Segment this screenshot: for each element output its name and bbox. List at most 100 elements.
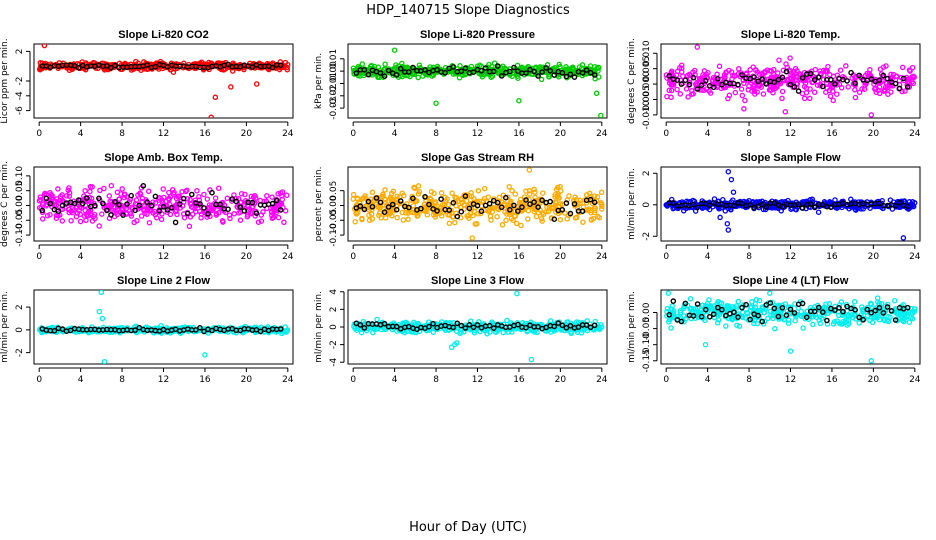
line1-point: [197, 324, 203, 331]
sample-point: [716, 311, 723, 318]
sample-point: [258, 218, 265, 224]
sample-point: [116, 196, 123, 202]
sample-point: [881, 317, 888, 324]
line1-point: [168, 204, 175, 211]
sample-point: [715, 204, 722, 211]
line1-point: [116, 201, 122, 208]
sample-point: [566, 193, 572, 199]
x-tick-label: 12: [785, 129, 796, 139]
line1-point: [486, 200, 493, 207]
sample-point: [226, 212, 233, 218]
y-tick-label: 0: [15, 327, 25, 333]
panel-title: Slope Li-820 CO2: [118, 29, 208, 41]
sample-point: [468, 190, 474, 196]
sample-point: [779, 95, 785, 102]
line1-point: [799, 75, 806, 81]
line1-point: [876, 200, 883, 207]
sample-point: [807, 86, 813, 92]
line1-point: [535, 73, 541, 79]
y-axis-label: degrees C per min.: [627, 38, 637, 124]
line1-point: [694, 86, 701, 92]
line1-point: [763, 204, 770, 210]
y-tick-label: 0.00: [329, 61, 339, 81]
sample-point: [674, 86, 680, 93]
x-tick-label: 16: [199, 375, 211, 385]
sample-point: [562, 210, 568, 216]
data-points: [351, 290, 605, 363]
sample-point: [186, 223, 193, 230]
line1-point: [237, 204, 244, 210]
y-tick-label: 0.00: [642, 302, 652, 322]
sample-point: [817, 82, 823, 89]
line1-point: [112, 62, 118, 69]
line1-point: [474, 322, 481, 328]
sample-point: [580, 204, 587, 210]
sample-point: [902, 88, 908, 94]
sample-point: [471, 196, 477, 202]
sample-point: [784, 77, 791, 84]
figure-title: HDP_140715 Slope Diagnostics: [366, 3, 570, 18]
sample-point: [188, 204, 195, 210]
x-tick-label: 20: [868, 375, 880, 385]
sample-point: [731, 72, 738, 79]
sample-point: [673, 72, 680, 78]
sample-point: [172, 208, 179, 215]
sample-point: [480, 198, 487, 204]
line1-point: [892, 202, 899, 209]
line1-point: [860, 316, 867, 323]
x-tick-label: 24: [596, 129, 608, 139]
line1-point: [217, 201, 223, 208]
line1-point: [361, 325, 368, 331]
sample-point: [204, 196, 211, 202]
x-tick-label: 24: [909, 375, 921, 385]
sample-point: [394, 193, 400, 200]
outlier-point: [41, 44, 48, 49]
sample-point: [108, 182, 115, 189]
line1-point: [462, 65, 469, 71]
sample-point: [868, 301, 875, 308]
y-tick-label: 0.000: [642, 71, 652, 97]
sample-point: [779, 88, 786, 95]
x-tick-label: 16: [199, 129, 211, 139]
line1-point: [682, 77, 689, 83]
sample-point: [494, 327, 501, 334]
line1-point: [719, 306, 725, 313]
line1-point: [872, 307, 879, 314]
sample-point: [578, 330, 585, 336]
sample-point: [416, 62, 423, 68]
sample-point: [354, 195, 361, 202]
line1-point: [393, 206, 400, 213]
line1-point: [820, 309, 826, 315]
sample-point: [405, 216, 411, 223]
sample-point: [446, 220, 453, 227]
line1-point: [454, 320, 461, 327]
x-tick-label: 4: [705, 375, 711, 385]
line1-point: [567, 210, 574, 217]
line1-point: [277, 62, 284, 69]
line1-point: [904, 304, 911, 311]
y-tick-label: -0.15: [642, 349, 652, 372]
outlier-point: [900, 235, 907, 241]
line1-point: [519, 204, 525, 210]
line1-point: [478, 68, 485, 74]
x-tick-label: 8: [119, 129, 125, 139]
sample-point: [677, 308, 684, 314]
sample-point: [366, 217, 373, 224]
sample-point: [220, 219, 226, 225]
sample-point: [546, 74, 552, 80]
sample-point: [350, 196, 356, 202]
sample-point: [574, 214, 580, 221]
line1-point: [674, 77, 681, 83]
sample-point: [815, 209, 822, 215]
line1-point: [466, 321, 473, 328]
line1-point: [824, 317, 830, 324]
sample-point: [785, 320, 792, 326]
sample-point: [882, 84, 889, 91]
sample-point: [735, 66, 742, 72]
y-tick-label: 2: [329, 307, 339, 313]
sample-point: [275, 214, 282, 221]
line1-point: [418, 205, 424, 212]
sample-point: [39, 65, 45, 72]
x-tick-label: 12: [472, 252, 483, 262]
sample-point: [475, 211, 481, 217]
